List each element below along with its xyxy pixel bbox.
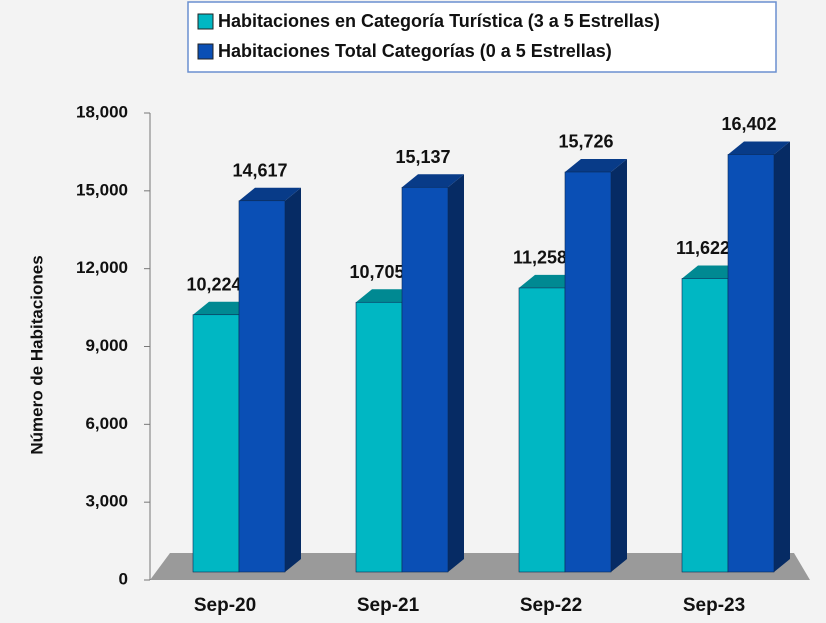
value-label: 11,258 <box>513 248 567 268</box>
y-tick-label: 0 <box>119 569 128 588</box>
x-tick-label: Sep-23 <box>683 595 745 616</box>
y-tick-label: 18,000 <box>76 102 128 121</box>
bar-top <box>565 158 627 172</box>
bar-side <box>611 158 627 572</box>
bar <box>238 200 286 573</box>
value-label: 10,224 <box>186 274 241 294</box>
value-label: 15,137 <box>395 147 450 167</box>
legend-box <box>187 1 777 73</box>
bar-top <box>728 141 790 155</box>
bar-side <box>774 141 790 572</box>
bar <box>564 171 612 573</box>
x-tick-label: Sep-21 <box>357 595 420 616</box>
value-label: 10,705 <box>349 262 404 282</box>
bar <box>727 154 775 573</box>
x-tick-label: Sep-22 <box>520 595 582 616</box>
value-label: 11,622 <box>676 238 730 258</box>
bar-side <box>448 174 464 573</box>
y-tick-label: 15,000 <box>76 180 128 199</box>
bar <box>681 278 729 573</box>
value-label: 16,402 <box>721 114 776 134</box>
bar <box>192 314 240 573</box>
bar-top <box>402 174 464 188</box>
legend-swatch <box>197 43 214 60</box>
legend-swatch <box>197 13 214 30</box>
y-tick-label: 9,000 <box>85 336 128 355</box>
bar <box>518 287 566 573</box>
bar-side <box>285 187 301 572</box>
bar-top <box>239 187 301 201</box>
y-tick-label: 6,000 <box>85 414 128 433</box>
bar <box>401 186 449 573</box>
y-tick-label: 3,000 <box>85 492 128 511</box>
y-axis-title: Número de Habitaciones <box>27 255 46 454</box>
y-tick-label: 12,000 <box>76 258 128 277</box>
value-label: 15,726 <box>558 132 613 152</box>
x-tick-label: Sep-20 <box>194 595 256 616</box>
legend-label: Habitaciones en Categoría Turística (3 a… <box>218 11 660 31</box>
bar <box>355 301 403 573</box>
value-label: 14,617 <box>232 161 287 181</box>
legend-label: Habitaciones Total Categorías (0 a 5 Est… <box>218 41 612 61</box>
floor <box>150 553 810 580</box>
